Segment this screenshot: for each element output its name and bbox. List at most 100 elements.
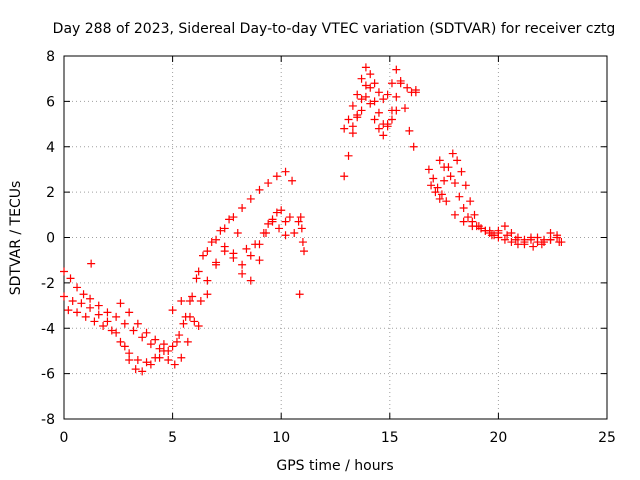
y-axis-label: SDTVAR / TECUs [8,181,24,296]
data-point [435,156,444,165]
data-point [238,260,247,269]
data-point [450,210,459,219]
data-point [379,131,388,140]
data-point [68,297,77,306]
data-point [99,321,108,330]
data-point [73,308,82,317]
data-point [242,244,251,253]
data-point [238,204,247,213]
data-point [103,317,112,326]
data-point [440,176,449,185]
data-point [374,124,383,133]
data-point [272,172,281,181]
data-point [555,238,564,247]
data-point [79,290,88,299]
data-point [281,231,290,240]
data-point [546,235,555,244]
data-point [546,228,555,237]
data-point [255,185,264,194]
data-point [281,217,290,226]
data-point [151,335,160,344]
series-arc-10 [450,210,564,251]
data-point [340,172,349,181]
series-arc-5 [340,65,418,181]
data-point [463,213,472,222]
data-point [264,219,273,228]
data-point [361,63,370,72]
data-point [370,115,379,124]
data-point [461,181,470,190]
data-point [348,122,357,131]
data-point [361,81,370,90]
y-tick-label: -6 [41,367,55,383]
data-point [401,104,410,113]
data-point [116,337,125,346]
data-point [344,151,353,160]
data-point [357,74,366,83]
data-point [73,283,82,292]
data-point [146,360,155,369]
data-point [170,360,179,369]
data-point [164,356,173,365]
series-arc-1 [60,206,303,355]
data-point [246,251,255,260]
x-tick-label: 15 [381,430,399,446]
data-point [133,319,142,328]
data-point [340,124,349,133]
series-arc-7 [348,79,420,140]
data-point [387,106,396,115]
data-point [379,95,388,104]
data-point [507,238,516,247]
data-point [409,142,418,151]
data-point [429,174,438,183]
data-point [220,224,229,233]
data-point [487,231,496,240]
data-point [212,235,221,244]
data-point [370,97,379,106]
data-point [112,328,121,337]
data-point [60,267,68,276]
x-axis-label: GPS time / hours [276,458,393,474]
plot-area-frame [63,55,608,420]
data-point [392,65,401,74]
y-tick-label: 6 [46,94,55,110]
data-point [466,197,475,206]
data-point [459,204,468,213]
data-point [553,233,562,242]
series-arc-8 [424,165,566,247]
y-tick-label: -4 [41,321,55,337]
data-point [275,224,284,233]
series-arc-3 [64,167,297,367]
data-point [470,210,479,219]
data-point [142,328,151,337]
y-tick-label: 8 [46,49,55,65]
data-point [212,260,221,269]
data-point [374,108,383,117]
data-point [177,297,186,306]
data-point [125,308,134,317]
data-point [86,303,95,312]
data-point [383,90,392,99]
data-point [229,249,238,258]
data-point [485,226,494,235]
data-point [255,240,264,249]
data-point [353,90,362,99]
data-point [125,349,134,358]
data-point [255,256,264,265]
data-point [494,228,503,237]
data-point [374,88,383,97]
data-point [297,224,306,233]
data-point [151,353,160,362]
data-point [87,259,96,268]
data-point [435,194,444,203]
data-point [446,172,455,181]
data-point [288,176,297,185]
data-point [81,312,90,321]
data-point [450,179,459,188]
data-point [94,310,103,319]
data-point [172,337,181,346]
data-point [261,228,270,237]
data-point [453,156,462,165]
data-point [168,342,177,351]
data-point [500,222,509,231]
